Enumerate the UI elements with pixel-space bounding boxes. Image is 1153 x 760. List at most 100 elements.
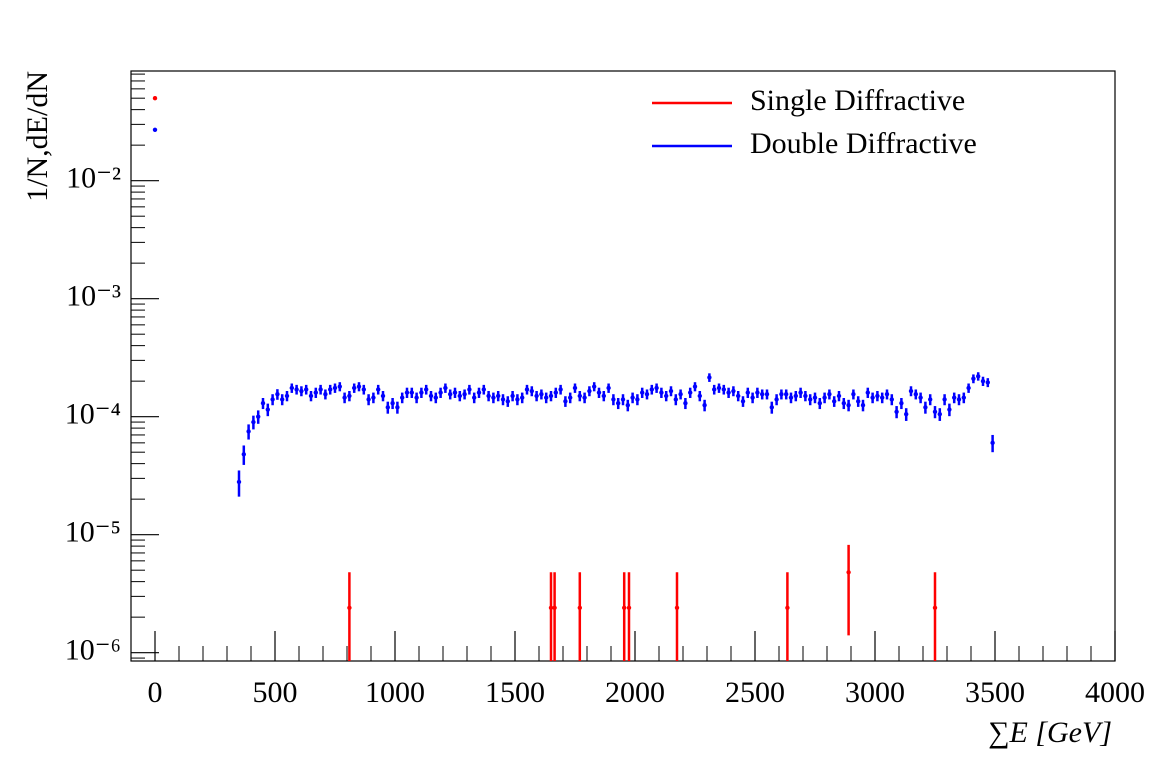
data-point <box>952 395 957 400</box>
data-point <box>971 376 976 381</box>
data-point <box>976 374 981 379</box>
data-point <box>822 395 827 400</box>
data-point <box>472 395 477 400</box>
data-point <box>558 387 563 392</box>
data-point <box>452 390 458 395</box>
data-point <box>462 392 467 397</box>
data-point <box>889 397 894 402</box>
x-tick-label: 1000 <box>365 676 425 709</box>
data-point <box>544 395 549 400</box>
data-point <box>736 393 741 399</box>
data-point <box>851 392 856 397</box>
data-point <box>784 392 789 397</box>
data-point <box>352 385 357 391</box>
data-point <box>236 479 242 485</box>
series <box>152 95 938 661</box>
series <box>152 127 995 497</box>
data-point <box>788 395 794 400</box>
data-point <box>491 395 496 400</box>
legend-label: Double Diffractive <box>750 127 977 160</box>
data-point <box>510 393 515 399</box>
data-point <box>692 384 698 389</box>
data-point <box>923 405 928 410</box>
data-point <box>870 395 875 400</box>
data-point <box>832 399 837 404</box>
data-point <box>803 393 808 399</box>
data-point <box>500 397 506 402</box>
data-point <box>764 392 770 397</box>
data-point <box>688 390 693 395</box>
data-point <box>587 388 592 394</box>
y-tick-label: 10⁻³ <box>66 280 121 313</box>
data-point <box>673 397 678 402</box>
data-point <box>347 605 352 611</box>
data-point <box>606 385 611 391</box>
data-point <box>856 399 861 404</box>
data-point <box>299 388 304 394</box>
data-point <box>308 393 314 399</box>
data-point <box>668 388 674 394</box>
data-point <box>908 388 914 394</box>
data-point <box>990 440 995 446</box>
data-point <box>414 395 419 400</box>
data-point <box>275 392 280 397</box>
data-point <box>928 397 933 402</box>
data-point <box>630 395 635 400</box>
x-tick-label: 3500 <box>965 676 1025 709</box>
data-point <box>534 393 539 399</box>
data-point <box>601 393 606 399</box>
y-axis-label: 1/N,dE/dN <box>21 71 54 202</box>
x-tick-label: 4000 <box>1085 676 1145 709</box>
data-point <box>846 403 851 408</box>
data-point <box>774 397 779 402</box>
data-point <box>980 378 986 384</box>
data-point <box>913 392 918 397</box>
data-point <box>438 390 443 395</box>
data-point <box>640 390 645 395</box>
data-point <box>721 387 726 392</box>
data-point <box>332 385 338 391</box>
data-point <box>769 405 774 410</box>
data-point <box>793 393 798 399</box>
data-point <box>385 405 390 410</box>
data-point <box>289 385 294 391</box>
data-point <box>961 395 966 400</box>
data-point <box>246 429 251 434</box>
data-point <box>942 397 947 402</box>
data-point <box>347 393 352 399</box>
data-point <box>932 605 938 611</box>
data-point <box>659 390 664 395</box>
data-point <box>371 395 376 400</box>
data-point <box>760 392 765 397</box>
data-point <box>678 392 683 397</box>
data-point <box>428 393 434 399</box>
data-point <box>674 605 680 611</box>
data-point <box>577 605 582 611</box>
data-point <box>620 397 626 402</box>
data-point <box>548 605 554 611</box>
data-point <box>812 395 818 400</box>
data-point <box>817 401 822 406</box>
data-point <box>577 393 582 399</box>
y-tick-label: 10⁻⁶ <box>65 634 121 667</box>
data-point <box>241 452 246 457</box>
x-tick-label: 500 <box>253 676 298 709</box>
data-point <box>323 392 328 397</box>
data-point <box>596 390 602 395</box>
data-point <box>654 385 659 391</box>
data-point <box>683 401 688 406</box>
legend-label: Single Diffractive <box>750 84 965 117</box>
data-point <box>568 395 573 400</box>
data-point <box>505 399 510 404</box>
data-point <box>932 409 938 414</box>
data-point <box>880 395 885 400</box>
data-point <box>937 411 942 417</box>
data-point <box>860 403 866 408</box>
data-point <box>956 397 962 402</box>
data-point <box>366 397 371 402</box>
data-point <box>520 395 525 400</box>
data-point <box>467 387 472 392</box>
data-point <box>644 392 650 397</box>
data-point <box>622 605 627 611</box>
